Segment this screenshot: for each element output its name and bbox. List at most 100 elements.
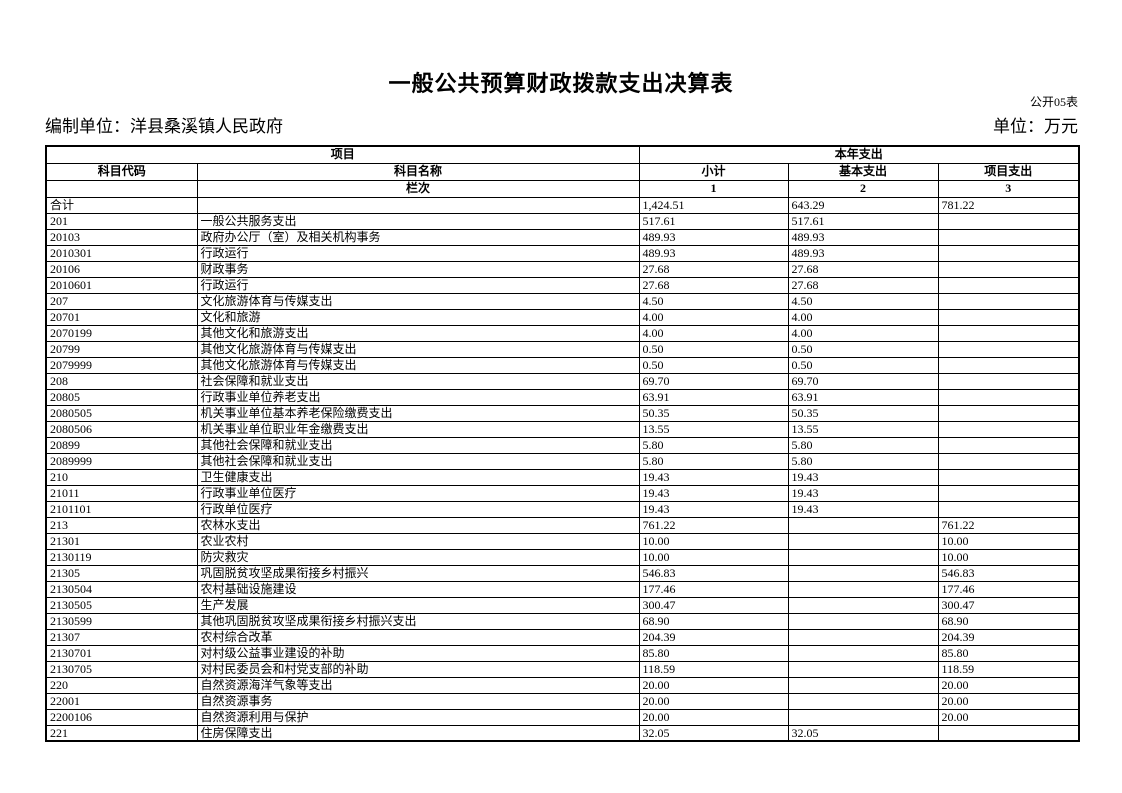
header-group-project: 项目: [45, 145, 640, 164]
cell-subtotal: 85.80: [638, 644, 789, 662]
table-row: 220 自然资源海洋气象等支出 20.00 20.00: [45, 676, 1080, 694]
table-row: 21301 农业农村 10.00 10.00: [45, 532, 1080, 550]
cell-basic-expense: [787, 644, 939, 662]
cell-subject-name: 农村综合改革: [196, 628, 640, 646]
table-row: 21305 巩固脱贫攻坚成果衔接乡村振兴 546.83 546.83: [45, 564, 1080, 582]
cell-project-expense: 20.00: [937, 708, 1080, 726]
header-lanci-row: 栏次 1 2 3: [45, 179, 1080, 198]
table-row: 2080505 机关事业单位基本养老保险缴费支出 50.35 50.35: [45, 404, 1080, 422]
cell-subject-name: 农林水支出: [196, 516, 640, 534]
cell-basic-expense: [787, 564, 939, 582]
cell-subject-code: 210: [45, 468, 198, 486]
header-col-number-1: 1: [638, 179, 789, 198]
table-row: 20106 财政事务 27.68 27.68: [45, 260, 1080, 278]
cell-subtotal: 68.90: [638, 612, 789, 630]
cell-subject-name: 行政运行: [196, 276, 640, 294]
budget-table: 项目 本年支出 科目代码 科目名称 小计 基本支出 项目支出 栏次 1 2 3 …: [45, 145, 1081, 742]
cell-subject-code: 21307: [45, 628, 198, 646]
cell-project-expense: 10.00: [937, 532, 1080, 550]
table-row: 2130705 对村民委员会和村党支部的补助 118.59 118.59: [45, 660, 1080, 678]
cell-project-expense: [937, 308, 1080, 326]
cell-project-expense: [937, 292, 1080, 310]
cell-subtotal: 5.80: [638, 452, 789, 470]
cell-subject-code: 20103: [45, 228, 198, 246]
table-row: 2130119 防灾救灾 10.00 10.00: [45, 548, 1080, 566]
cell-subject-code: 20799: [45, 340, 198, 358]
table-row: 208 社会保障和就业支出 69.70 69.70: [45, 372, 1080, 390]
cell-subtotal: 517.61: [638, 212, 789, 230]
cell-subject-name: [196, 196, 640, 214]
meta-row: 编制单位：洋县桑溪镇人民政府 单位：万元: [45, 112, 1078, 137]
header-group-year-expense: 本年支出: [638, 145, 1080, 164]
cell-subject-name: 自然资源海洋气象等支出: [196, 676, 640, 694]
cell-basic-expense: 69.70: [787, 372, 939, 390]
cell-basic-expense: [787, 532, 939, 550]
cell-subtotal: 20.00: [638, 692, 789, 710]
table-row: 20701 文化和旅游 4.00 4.00: [45, 308, 1080, 326]
table-row: 2130505 生产发展 300.47 300.47: [45, 596, 1080, 614]
cell-subject-name: 社会保障和就业支出: [196, 372, 640, 390]
cell-project-expense: [937, 484, 1080, 502]
cell-basic-expense: 0.50: [787, 356, 939, 374]
cell-subtotal: 546.83: [638, 564, 789, 582]
cell-basic-expense: 13.55: [787, 420, 939, 438]
cell-subtotal: 20.00: [638, 708, 789, 726]
cell-basic-expense: 5.80: [787, 452, 939, 470]
cell-subject-code: 2070199: [45, 324, 198, 342]
header-lanci-label: 栏次: [196, 179, 640, 198]
table-row: 2130504 农村基础设施建设 177.46 177.46: [45, 580, 1080, 598]
cell-subject-name: 文化旅游体育与传媒支出: [196, 292, 640, 310]
cell-subject-name: 机关事业单位基本养老保险缴费支出: [196, 404, 640, 422]
cell-subject-code: 20899: [45, 436, 198, 454]
table-row: 2130599 其他巩固脱贫攻坚成果衔接乡村振兴支出 68.90 68.90: [45, 612, 1080, 630]
cell-subject-code: 2080506: [45, 420, 198, 438]
cell-project-expense: [937, 436, 1080, 454]
cell-subject-code: 2130701: [45, 644, 198, 662]
header-col-subtotal: 小计: [638, 162, 789, 181]
cell-subject-code: 2200106: [45, 708, 198, 726]
cell-basic-expense: [787, 580, 939, 598]
cell-basic-expense: 32.05: [787, 724, 939, 742]
table-row: 210 卫生健康支出 19.43 19.43: [45, 468, 1080, 486]
cell-subject-code: 220: [45, 676, 198, 694]
cell-basic-expense: 643.29: [787, 196, 939, 214]
cell-project-expense: [937, 404, 1080, 422]
cell-project-expense: [937, 276, 1080, 294]
cell-subtotal: 13.55: [638, 420, 789, 438]
cell-subject-name: 行政事业单位养老支出: [196, 388, 640, 406]
cell-subtotal: 19.43: [638, 500, 789, 518]
cell-basic-expense: 489.93: [787, 244, 939, 262]
table-row: 2080506 机关事业单位职业年金缴费支出 13.55 13.55: [45, 420, 1080, 438]
cell-project-expense: 85.80: [937, 644, 1080, 662]
cell-project-expense: [937, 724, 1080, 742]
cell-basic-expense: [787, 708, 939, 726]
cell-basic-expense: 19.43: [787, 484, 939, 502]
cell-subject-code: 2130599: [45, 612, 198, 630]
header-col-number-2: 2: [787, 179, 939, 198]
table-row: 21011 行政事业单位医疗 19.43 19.43: [45, 484, 1080, 502]
cell-subtotal: 5.80: [638, 436, 789, 454]
cell-project-expense: [937, 324, 1080, 342]
cell-subtotal: 19.43: [638, 484, 789, 502]
table-row: 20805 行政事业单位养老支出 63.91 63.91: [45, 388, 1080, 406]
cell-basic-expense: 19.43: [787, 468, 939, 486]
table-row: 2070199 其他文化和旅游支出 4.00 4.00: [45, 324, 1080, 342]
cell-project-expense: [937, 468, 1080, 486]
cell-subject-name: 对村级公益事业建设的补助: [196, 644, 640, 662]
cell-basic-expense: 50.35: [787, 404, 939, 422]
cell-subject-name: 生产发展: [196, 596, 640, 614]
cell-subtotal: 4.00: [638, 324, 789, 342]
cell-project-expense: 761.22: [937, 516, 1080, 534]
cell-project-expense: [937, 212, 1080, 230]
cell-subtotal: 761.22: [638, 516, 789, 534]
cell-subtotal: 0.50: [638, 356, 789, 374]
cell-basic-expense: [787, 548, 939, 566]
cell-basic-expense: [787, 676, 939, 694]
table-row: 2101101 行政单位医疗 19.43 19.43: [45, 500, 1080, 518]
cell-subject-code: 20106: [45, 260, 198, 278]
cell-subject-name: 行政单位医疗: [196, 500, 640, 518]
cell-subtotal: 10.00: [638, 532, 789, 550]
cell-basic-expense: 517.61: [787, 212, 939, 230]
cell-subtotal: 69.70: [638, 372, 789, 390]
